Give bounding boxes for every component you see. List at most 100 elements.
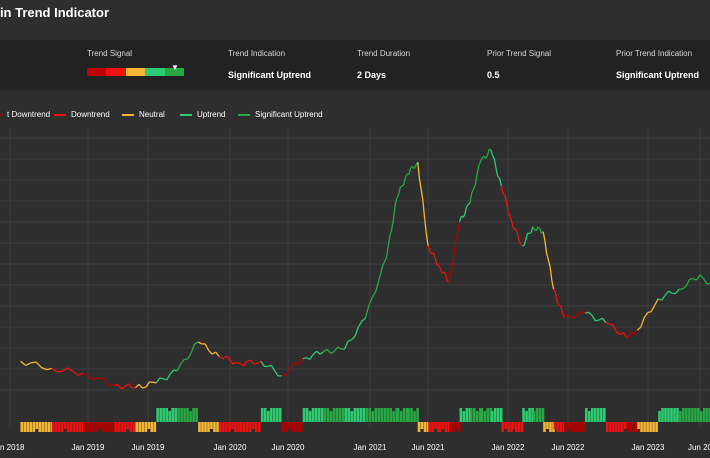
price-segment [650, 304, 656, 313]
trend-bar [441, 422, 445, 429]
trend-bar [608, 422, 612, 432]
price-segment [343, 340, 349, 350]
trend-bar [553, 422, 557, 429]
price-segment [471, 188, 475, 194]
trend-bar [389, 408, 392, 422]
trend-bar [564, 422, 567, 432]
price-segment [682, 285, 687, 290]
trend-bar [423, 422, 427, 432]
price-segment [439, 268, 443, 274]
trend-bar [395, 408, 398, 422]
price-segment [155, 377, 161, 384]
price-segment [695, 274, 701, 281]
trend-bar [368, 408, 372, 422]
price-segment [619, 331, 624, 336]
trend-bar [192, 408, 195, 422]
legend-item[interactable]: Downtrend [54, 110, 110, 119]
price-segment [249, 359, 255, 365]
price-segment [267, 364, 272, 367]
prior-signal-label: Prior Trend Signal [487, 49, 552, 58]
price-segment [25, 362, 32, 366]
trend-bar [278, 408, 282, 422]
trend-bar [287, 422, 291, 429]
price-segment [448, 270, 452, 283]
trend-bar [510, 422, 513, 432]
trend-bar [517, 422, 521, 432]
price-segment [387, 235, 391, 247]
trend-bar [198, 422, 201, 432]
price-segment [457, 221, 461, 233]
trend-bar [402, 408, 406, 422]
trend-bar [407, 408, 410, 422]
trend-bar [104, 422, 107, 432]
price-segment [152, 381, 157, 384]
price-segment [661, 295, 666, 301]
price-segment [478, 161, 482, 167]
price-segment [309, 354, 314, 360]
trend-bar [240, 422, 243, 432]
price-segment [401, 184, 405, 187]
price-segment [389, 229, 393, 236]
trend-bar [691, 408, 694, 422]
price-segment [702, 278, 708, 285]
trend-bar [371, 411, 375, 422]
price-segment [429, 251, 433, 255]
trend-bar [392, 411, 395, 422]
trend-bar [132, 422, 136, 432]
price-segment [502, 193, 506, 196]
price-segment [507, 212, 511, 217]
price-segment [397, 186, 401, 195]
trend-bar [183, 408, 186, 422]
trend-bar [83, 422, 86, 432]
trend-bar [347, 408, 351, 422]
legend-label: Significant Uptrend [255, 110, 323, 119]
legend-item[interactable]: t Downtrend [0, 110, 50, 119]
price-segment [537, 226, 541, 229]
price-segment [588, 311, 593, 316]
price-segment [88, 375, 95, 381]
trend-bar [216, 422, 219, 432]
price-segment [417, 161, 421, 180]
trend-bar [44, 422, 48, 432]
price-segment [425, 234, 429, 247]
legend-item[interactable]: Uptrend [180, 110, 225, 119]
price-segment [169, 369, 175, 375]
trend-bar [98, 422, 101, 429]
price-segment [159, 377, 164, 380]
price-segment [312, 350, 318, 355]
price-segment [46, 367, 52, 371]
trend-header-bar: Trend Signal ▼ Trend Indication Signific… [0, 40, 710, 90]
trend-bar [410, 408, 413, 422]
trend-bar [479, 408, 482, 422]
trend-signal-scale-segment [164, 68, 185, 76]
trend-bar [219, 422, 222, 432]
prior-indication-value: Significant Uptrend [616, 70, 699, 80]
trend-bar [81, 422, 85, 432]
trend-bar [428, 422, 431, 432]
trend-bar [591, 408, 594, 422]
trend-bar [228, 422, 231, 432]
trend-bar [329, 411, 333, 422]
legend-label: Neutral [139, 110, 165, 119]
trend-bar [667, 408, 670, 422]
trend-bar [293, 422, 297, 432]
x-tick-label: Jan 2023 [632, 443, 665, 452]
price-segment [337, 346, 342, 350]
trend-bar [399, 411, 403, 422]
trend-bar [552, 422, 555, 432]
legend-item[interactable]: Neutral [122, 110, 165, 119]
trend-bar [207, 422, 210, 432]
triangle-down-icon: ▼ [171, 63, 179, 72]
price-segment [497, 176, 501, 179]
price-segment [546, 253, 550, 261]
price-segment [492, 155, 495, 160]
price-segment [274, 370, 279, 377]
prior-indication-label: Prior Trend Indication [616, 49, 693, 58]
x-tick-label: Jan 2021 [354, 443, 387, 452]
legend-item[interactable]: Significant Uptrend [238, 110, 323, 119]
price-segment [368, 296, 374, 306]
trend-bar [263, 408, 267, 422]
trend-bar [225, 422, 228, 432]
price-segment [396, 194, 400, 199]
price-segment [30, 361, 37, 364]
